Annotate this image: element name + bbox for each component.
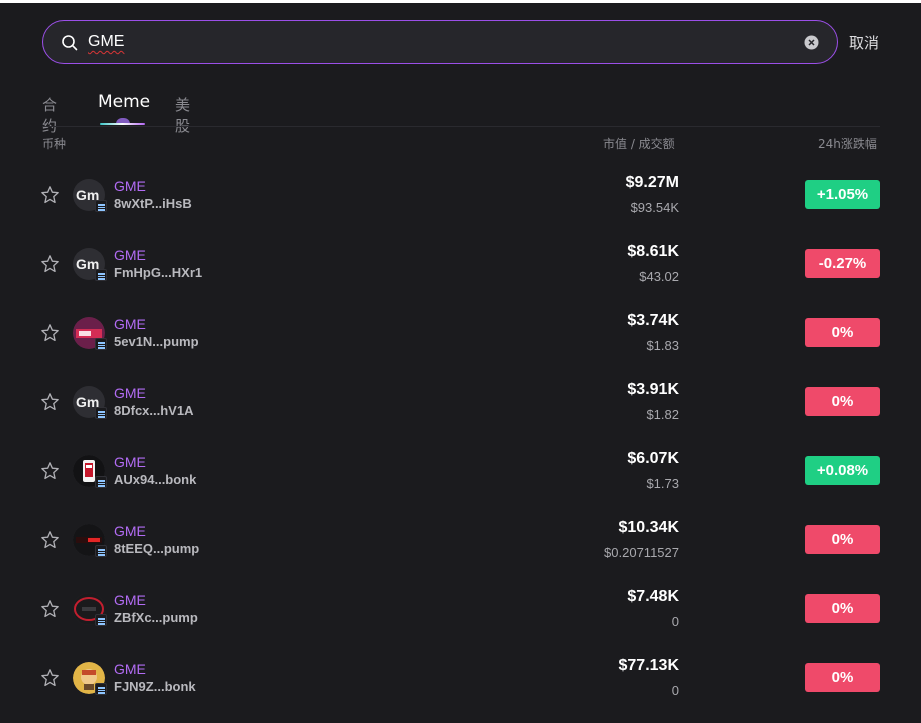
chain-icon <box>95 545 107 557</box>
market-cap: $8.61K <box>627 243 679 260</box>
star-icon[interactable] <box>40 461 60 481</box>
chain-icon <box>95 683 107 695</box>
table-row[interactable]: Gm GME 8wXtP...iHsB $9.27M $93.54K +1.05% <box>0 160 921 229</box>
avatar-label: Gm <box>76 256 100 272</box>
star-icon[interactable] <box>40 254 60 274</box>
market-cap: $6.07K <box>627 450 679 467</box>
star-icon[interactable] <box>40 323 60 343</box>
volume: $1.73 <box>646 476 679 491</box>
change-badge: +1.05% <box>805 180 880 209</box>
token-name: GME <box>114 661 146 677</box>
token-name: GME <box>114 454 146 470</box>
change-badge: 0% <box>805 663 880 692</box>
change-badge: 0% <box>805 525 880 554</box>
market-cap: $3.91K <box>627 381 679 398</box>
table-row[interactable]: GME ZBfXc...pump $7.48K 0 0% <box>0 574 921 643</box>
token-address: AUx94...bonk <box>114 472 197 487</box>
star-icon[interactable] <box>40 668 60 688</box>
token-address: 8wXtP...iHsB <box>114 196 192 211</box>
volume: $1.82 <box>646 407 679 422</box>
ring-avatar-icon <box>73 593 105 625</box>
search-icon <box>62 35 78 51</box>
token-address: ZBfXc...pump <box>114 610 198 625</box>
volume: $93.54K <box>630 200 679 215</box>
table-row[interactable]: GME AUx94...bonk $6.07K $1.73 +0.08% <box>0 436 921 505</box>
table-row[interactable]: GME 8tEEQ...pump $10.34K $0.20711527 0% <box>0 505 921 574</box>
change-badge: -0.27% <box>805 249 880 278</box>
market-cap: $3.74K <box>627 312 679 329</box>
token-name: GME <box>114 592 146 608</box>
volume: $43.02 <box>639 269 679 284</box>
tabs-divider <box>42 126 880 127</box>
volume: $0.20711527 <box>604 545 679 560</box>
column-header-mcap-volume[interactable]: 市值 / 成交额 <box>603 137 675 151</box>
chain-icon <box>95 407 107 419</box>
tab-meme[interactable]: Meme <box>98 92 151 112</box>
top-edge <box>0 0 921 3</box>
token-address: 5ev1N...pump <box>114 334 199 349</box>
token-address: FmHpG...HXr1 <box>114 265 203 280</box>
token-name: GME <box>114 385 146 401</box>
volume: 0 <box>671 683 679 698</box>
avatar-label: Gm <box>76 394 100 410</box>
search-input-value[interactable]: GME <box>88 33 125 50</box>
market-cap: $7.48K <box>627 588 679 605</box>
chain-icon <box>95 614 107 626</box>
volume: $1.83 <box>646 338 679 353</box>
change-badge: 0% <box>805 594 880 623</box>
chain-icon <box>95 338 107 350</box>
token-name: GME <box>114 316 146 332</box>
chain-icon <box>95 200 107 212</box>
chain-icon <box>95 269 107 281</box>
search-input[interactable]: GME <box>42 20 838 64</box>
market-cap: $10.34K <box>618 519 680 536</box>
search-bar: GME 取消 <box>42 20 882 64</box>
change-badge: 0% <box>805 387 880 416</box>
column-header-change[interactable]: 24h涨跌幅 <box>818 137 877 151</box>
star-icon[interactable] <box>40 392 60 412</box>
volume: 0 <box>671 614 679 629</box>
gme-avatar-icon: Gm <box>73 386 105 418</box>
token-address: FJN9Z...bonk <box>114 679 196 694</box>
change-badge: 0% <box>805 318 880 347</box>
tab-us-stocks[interactable]: 美股 <box>175 96 191 135</box>
clear-icon[interactable] <box>804 35 819 50</box>
tab-active-indicator <box>100 123 145 125</box>
token-name: GME <box>114 178 146 194</box>
table-row[interactable]: GME FJN9Z...bonk $77.13K 0 0% <box>0 643 921 712</box>
tab-active-glow <box>116 118 130 124</box>
table-row[interactable]: Gm GME 8Dfcx...hV1A $3.91K $1.82 0% <box>0 367 921 436</box>
token-address: 8tEEQ...pump <box>114 541 200 556</box>
chain-icon <box>95 476 107 488</box>
token-address: 8Dfcx...hV1A <box>114 403 194 418</box>
change-badge: +0.08% <box>805 456 880 485</box>
star-icon[interactable] <box>40 185 60 205</box>
star-icon[interactable] <box>40 530 60 550</box>
star-icon[interactable] <box>40 599 60 619</box>
market-cap: $9.27M <box>625 174 679 191</box>
token-name: GME <box>114 247 146 263</box>
tab-contracts[interactable]: 合约 <box>42 96 58 135</box>
market-cap: $77.13K <box>618 657 680 674</box>
column-header-coin: 币种 <box>42 137 67 151</box>
table-row[interactable]: Gm GME FmHpG...HXr1 $8.61K $43.02 -0.27% <box>0 229 921 298</box>
avatar-label: Gm <box>76 187 100 203</box>
token-name: GME <box>114 523 146 539</box>
table-row[interactable]: GME 5ev1N...pump $3.74K $1.83 0% <box>0 298 921 367</box>
cancel-button[interactable]: 取消 <box>849 34 880 52</box>
